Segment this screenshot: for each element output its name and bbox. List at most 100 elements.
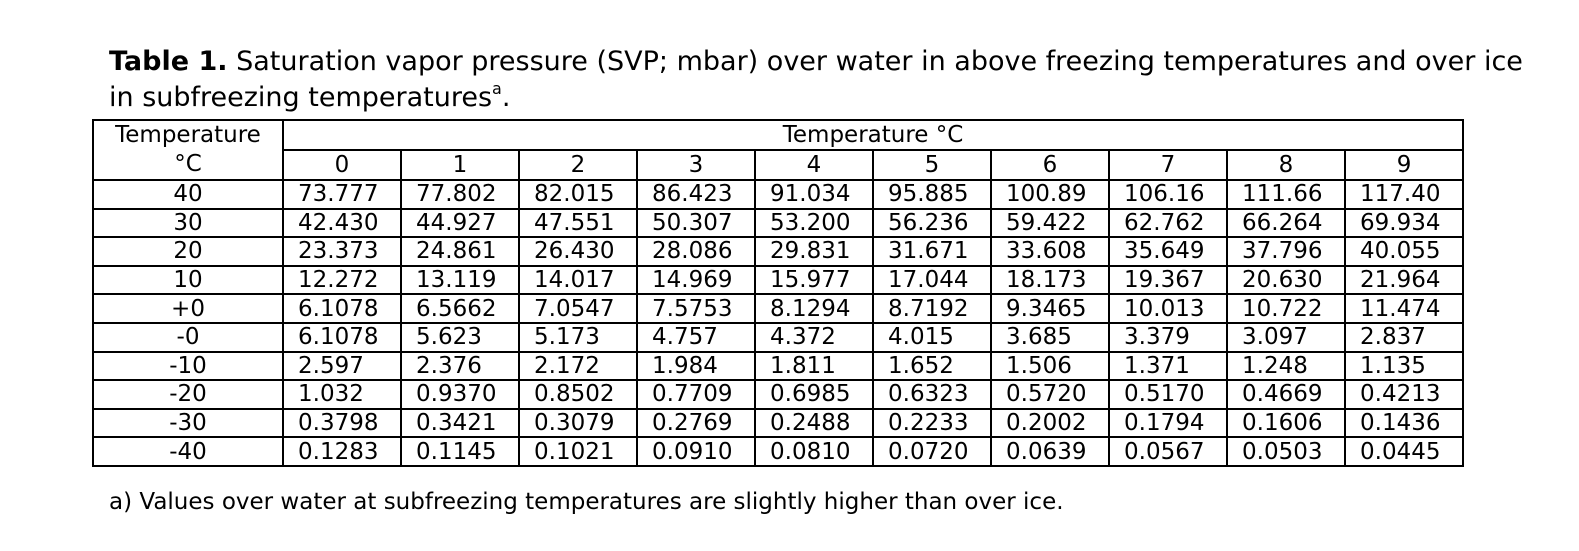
cell: 106.16 — [1108, 179, 1228, 210]
column-label: 3 — [636, 149, 756, 181]
cell: 47.551 — [518, 207, 638, 239]
cell: 4.015 — [872, 321, 992, 353]
cell: 1.371 — [1108, 350, 1228, 382]
cell: 8.7192 — [872, 293, 992, 324]
row-label: -0 — [92, 321, 284, 353]
cell: 14.017 — [518, 264, 638, 296]
cell: 13.119 — [400, 264, 520, 296]
cell: 0.9370 — [400, 379, 520, 410]
table-caption: Table 1. Saturation vapor pressure (SVP;… — [109, 44, 1529, 116]
cell: 6.5662 — [400, 293, 520, 324]
cell: 1.652 — [872, 350, 992, 382]
cell: 95.885 — [872, 179, 992, 210]
cell: 0.0639 — [990, 436, 1110, 467]
cell: 56.236 — [872, 207, 992, 239]
row-header-line: °C — [174, 151, 202, 177]
cell: 23.373 — [282, 236, 402, 267]
column-label: 5 — [872, 149, 992, 181]
cell: 0.1794 — [1108, 407, 1228, 439]
cell: 91.034 — [754, 179, 874, 210]
data-row: -10 2.597 2.376 2.172 1.984 1.811 1.652 1.506 1.… — [92, 350, 1465, 382]
cell: 0.1283 — [282, 436, 402, 467]
cell: 0.5170 — [1108, 379, 1228, 410]
data-row: 40 73.777 77.802 82.015 86.423 91.034 95.885 10… — [92, 179, 1465, 210]
cell: 0.6323 — [872, 379, 992, 410]
cell: 0.2488 — [754, 407, 874, 439]
column-label: 7 — [1108, 149, 1228, 181]
cell: 8.1294 — [754, 293, 874, 324]
cell: 0.2002 — [990, 407, 1110, 439]
data-row: -20 1.032 0.9370 0.8502 0.7709 0.6985 0.6323 0.… — [92, 379, 1465, 410]
cell: 29.831 — [754, 236, 874, 267]
cell: 2.376 — [400, 350, 520, 382]
data-row: 30 42.430 44.927 47.551 50.307 53.200 56.236 59… — [92, 207, 1465, 239]
cell: 24.861 — [400, 236, 520, 267]
data-row: 10 12.272 13.119 14.017 14.969 15.977 17.044 18… — [92, 264, 1465, 296]
cell: 4.372 — [754, 321, 874, 353]
column-header: Temperature °C — [281, 119, 1465, 151]
cell: 35.649 — [1108, 236, 1228, 267]
cell: 6.1078 — [282, 321, 402, 353]
cell: 33.608 — [990, 236, 1110, 267]
data-row: -0 6.1078 5.623 5.173 4.757 4.372 4.015 3.685 3.… — [92, 321, 1465, 353]
cell: 1.811 — [754, 350, 874, 382]
data-row: -30 0.3798 0.3421 0.3079 0.2769 0.2488 0.2233 0… — [92, 407, 1465, 439]
footnote: a) Values over water at subfreezing temp… — [109, 489, 1064, 515]
cell: 0.6985 — [754, 379, 874, 410]
data-row: +0 6.1078 6.5662 7.0547 7.5753 8.1294 8.7192 9.… — [92, 293, 1465, 324]
row-label: -10 — [92, 350, 284, 382]
cell: 28.086 — [636, 236, 756, 267]
caption-text: Saturation vapor pressure (SVP; mbar) ov… — [109, 46, 1523, 113]
caption-note-mark: a — [492, 79, 502, 98]
cell: 7.5753 — [636, 293, 756, 324]
cell: 0.2233 — [872, 407, 992, 439]
cell: 111.66 — [1226, 179, 1346, 210]
cell: 14.969 — [636, 264, 756, 296]
cell: 0.8502 — [518, 379, 638, 410]
data-row: -40 0.1283 0.1145 0.1021 0.0910 0.0810 0.0720 0… — [92, 436, 1465, 467]
cell: 0.4669 — [1226, 379, 1346, 410]
cell: 15.977 — [754, 264, 874, 296]
row-label: -40 — [92, 436, 284, 467]
cell: 10.013 — [1108, 293, 1228, 324]
cell: 11.474 — [1343, 293, 1465, 324]
cell: 6.1078 — [282, 293, 402, 324]
row-header-line: Temperature — [115, 122, 261, 148]
row-label: -30 — [92, 407, 284, 439]
cell: 7.0547 — [518, 293, 638, 324]
cell: 117.40 — [1343, 179, 1465, 210]
cell: 31.671 — [872, 236, 992, 267]
cell: 42.430 — [282, 207, 402, 239]
cell: 0.3079 — [518, 407, 638, 439]
row-label: 30 — [92, 207, 284, 239]
data-row: 20 23.373 24.861 26.430 28.086 29.831 31.671 33… — [92, 236, 1465, 267]
header-row: Temperature °C Temperature °C — [92, 119, 1465, 181]
cell: 3.379 — [1108, 321, 1228, 353]
column-label: 0 — [282, 149, 402, 181]
row-label: 40 — [92, 179, 284, 210]
cell: 5.173 — [518, 321, 638, 353]
cell: 77.802 — [400, 179, 520, 210]
cell: 0.0810 — [754, 436, 874, 467]
cell: 59.422 — [990, 207, 1110, 239]
column-label: 4 — [754, 149, 874, 181]
cell: 0.1606 — [1226, 407, 1346, 439]
column-label: 9 — [1343, 149, 1465, 181]
cell: 0.1145 — [400, 436, 520, 467]
cell: 12.272 — [282, 264, 402, 296]
cell: 73.777 — [282, 179, 402, 210]
cell: 17.044 — [872, 264, 992, 296]
cell: 0.0445 — [1343, 436, 1465, 467]
column-label: 2 — [518, 149, 638, 181]
cell: 3.097 — [1226, 321, 1346, 353]
cell: 21.964 — [1343, 264, 1465, 296]
row-label: 20 — [92, 236, 284, 267]
cell: 50.307 — [636, 207, 756, 239]
cell: 26.430 — [518, 236, 638, 267]
cell: 0.7709 — [636, 379, 756, 410]
cell: 5.623 — [400, 321, 520, 353]
cell: 10.722 — [1226, 293, 1346, 324]
cell: 0.0567 — [1108, 436, 1228, 467]
